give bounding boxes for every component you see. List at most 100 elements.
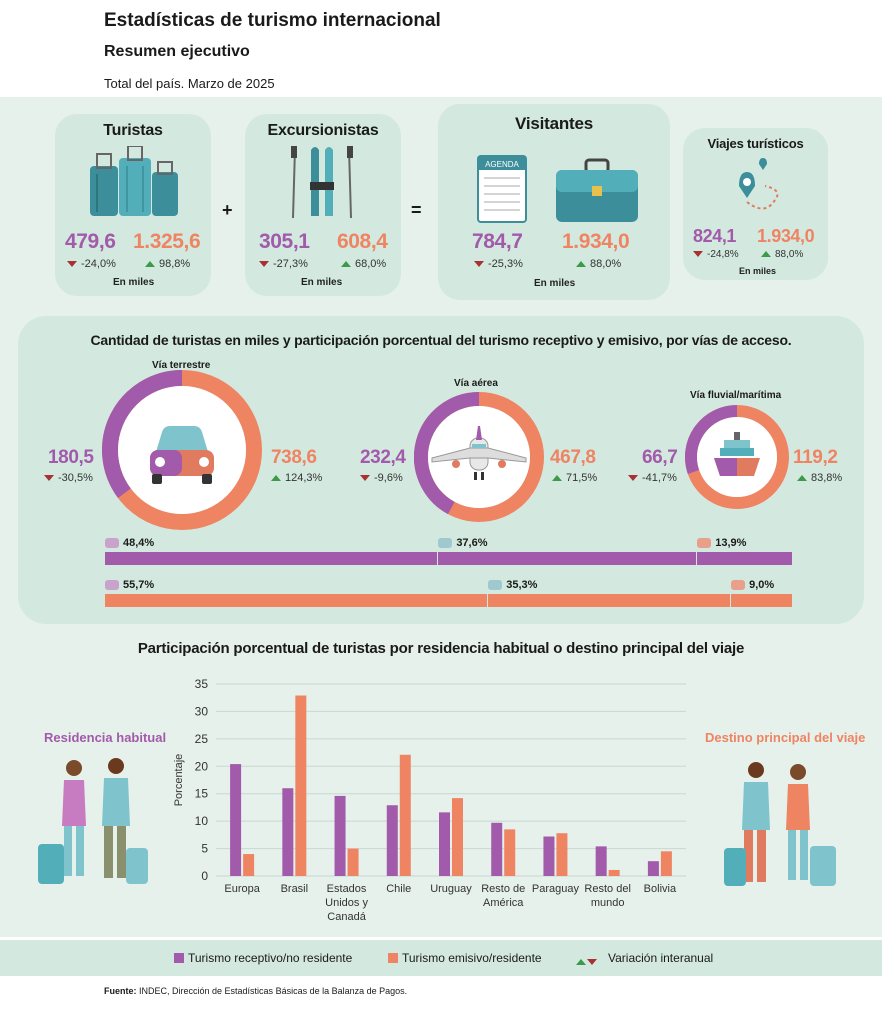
down-triangle-icon: [259, 261, 269, 268]
emisivo-share-bar: 55,7% 35,3% 9,0%: [105, 579, 793, 607]
aerea-receptivo-value: 232,4: [360, 447, 406, 468]
up-triangle-icon: [145, 261, 155, 268]
aerea-label: Vía aérea: [454, 378, 498, 389]
share-segment: [105, 594, 488, 607]
plane-icon: [431, 426, 527, 480]
excursionistas-card: Excursionistas 305,1 608,4 -27,3% 68,0% …: [245, 114, 401, 296]
x-tick-label: Brasil: [281, 883, 309, 895]
source-note: Fuente: INDEC, Dirección de Estadísticas…: [104, 986, 408, 996]
fluvial-donut: [685, 405, 789, 509]
ship-icon: [714, 432, 760, 476]
x-tick-label: América: [483, 897, 524, 909]
excursionistas-unit: En miles: [301, 277, 343, 288]
visitantes-unit: En miles: [534, 278, 576, 289]
bar-emisivo: [452, 798, 463, 876]
luggage-icon: [90, 146, 178, 216]
viajes-var-emisivo: 88,0%: [761, 249, 803, 260]
page-title: Estadísticas de turismo internacional: [104, 10, 441, 31]
travelers-left-illustration: [38, 758, 148, 884]
ship-icon: [697, 538, 712, 548]
bar-emisivo: [347, 848, 359, 876]
viajes-receptivo-value: 824,1: [693, 226, 737, 246]
fluvial-label: Vía fluvial/marítima: [690, 390, 782, 401]
viajes-card: Viajes turísticos 824,1 1.934,0 -24,8% 8…: [683, 128, 828, 280]
equals-sign: =: [411, 200, 422, 220]
share-segment: [697, 552, 792, 565]
period-label: Total del país. Marzo de 2025: [104, 76, 275, 91]
legend-variation-label: Variación interanual: [608, 951, 714, 965]
turistas-receptivo-value: 479,6: [65, 230, 116, 253]
turistas-title: Turistas: [103, 122, 163, 139]
car-icon: [150, 426, 214, 484]
fluvial-var-receptivo: -41,7%: [628, 472, 677, 484]
bar-receptivo: [543, 836, 555, 876]
share-segment: [488, 594, 731, 607]
down-triangle-icon: [693, 251, 703, 258]
bar-receptivo: [439, 812, 450, 876]
ship-icon: [731, 580, 746, 590]
up-triangle-icon: [576, 261, 586, 268]
plus-sign: +: [222, 200, 233, 220]
terrestre-receptivo-value: 180,5: [48, 447, 94, 468]
x-tick-label: Uruguay: [430, 883, 472, 895]
access-title: Cantidad de turistas en miles y particip…: [90, 332, 792, 348]
up-triangle-icon: [761, 251, 771, 258]
bar-receptivo: [230, 764, 242, 876]
turistas-var-receptivo: -24,0%: [67, 258, 116, 270]
visitantes-var-emisivo: 88,0%: [576, 258, 621, 270]
legend-receptivo-label: Turismo receptivo/no residente: [188, 951, 353, 965]
share-segment: [438, 552, 697, 565]
x-tick-label: Resto del: [584, 883, 630, 895]
x-tick-label: mundo: [591, 897, 625, 909]
x-tick-label: Canadá: [327, 911, 366, 923]
travelers-right-illustration: [724, 762, 836, 886]
down-triangle-icon: [474, 261, 484, 268]
car-icon: [438, 538, 453, 548]
aerea-var-receptivo: -9,6%: [360, 472, 403, 484]
y-axis-label: Porcentaje: [173, 754, 185, 807]
bar-receptivo: [386, 805, 398, 876]
visitantes-emisivo-value: 1.934,0: [562, 230, 630, 253]
share-label: 37,6%: [456, 537, 488, 549]
bar-emisivo: [556, 833, 568, 876]
down-triangle-icon: [628, 475, 638, 482]
excursionistas-var-receptivo: -27,3%: [259, 258, 308, 270]
down-triangle-icon: [67, 261, 77, 268]
terrestre-emisivo-value: 738,6: [271, 447, 317, 468]
y-tick-label: 35: [195, 677, 209, 691]
svg-text:AGENDA: AGENDA: [485, 160, 519, 169]
plane-icon: [105, 538, 119, 548]
bar-emisivo: [243, 854, 255, 876]
plane-icon: [488, 580, 503, 590]
bar-receptivo: [334, 795, 346, 876]
y-tick-label: 20: [195, 759, 209, 773]
share-segment: [105, 552, 438, 565]
route-pin-icon: [739, 158, 779, 210]
legend: Turismo receptivo/no residente Turismo e…: [0, 940, 882, 976]
visitantes-var-receptivo: -25,3%: [474, 258, 523, 270]
share-label: 13,9%: [715, 537, 747, 549]
bar-emisivo: [504, 829, 516, 876]
briefcase-icon: [556, 158, 638, 222]
excursionistas-emisivo-value: 608,4: [337, 230, 388, 253]
viajes-emisivo-value: 1.934,0: [757, 226, 815, 246]
terrestre-var-receptivo: -30,5%: [44, 472, 93, 484]
up-triangle-icon: [797, 475, 807, 482]
destino-label: Destino principal del viaje: [705, 730, 866, 745]
fluvial-receptivo-value: 66,7: [642, 447, 678, 468]
share-label: 9,0%: [749, 579, 775, 591]
legend-variation-icon: [576, 953, 601, 971]
y-tick-label: 30: [195, 704, 209, 718]
share-segment: [731, 594, 792, 607]
bar-emisivo: [295, 695, 307, 876]
excursionistas-title: Excursionistas: [267, 122, 379, 139]
viajes-var-receptivo: -24,8%: [693, 249, 739, 260]
x-tick-label: Chile: [386, 883, 411, 895]
x-tick-label: Europa: [224, 883, 260, 895]
residencia-label: Residencia habitual: [44, 730, 167, 745]
viajes-title: Viajes turísticos: [707, 136, 804, 151]
visitantes-card: Visitantes AGENDA 784,7 1.934,0 -25,3% 8…: [438, 104, 670, 300]
terrestre-label: Vía terrestre: [152, 360, 211, 371]
excursionistas-var-emisivo: 68,0%: [341, 258, 386, 270]
bar-receptivo: [282, 788, 294, 876]
